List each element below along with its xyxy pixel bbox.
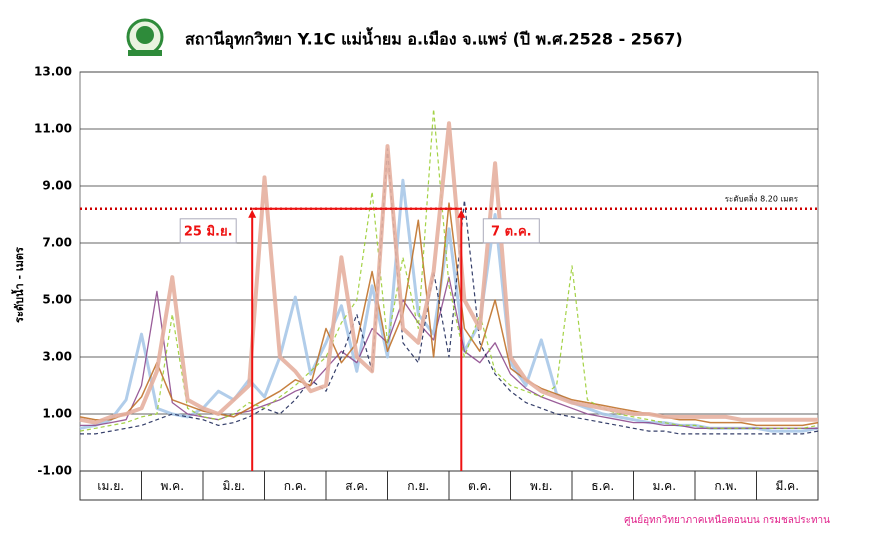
y-tick-label: 5.00 (42, 293, 72, 307)
y-tick-label: 1.00 (42, 407, 72, 421)
y-tick-label: 11.00 (34, 122, 72, 136)
x-tick-label: ก.ค. (284, 479, 307, 493)
series-line (80, 276, 818, 429)
series-line (79, 202, 819, 427)
y-tick-label: 13.00 (34, 65, 72, 79)
annotation-arrow (248, 209, 257, 218)
annotation-box (482, 218, 540, 244)
chart-title: สถานีอุทกวิทยา Y.1C แม่น้ำยม อ.เมือง จ.แ… (185, 27, 683, 50)
annotation-label: 7 ต.ค. (491, 224, 532, 239)
x-tick-label: มี.ค. (775, 479, 799, 493)
annotation-box (179, 218, 237, 244)
y-tick-label: 3.00 (42, 350, 72, 364)
footer: ศูนย์อุทกวิทยาภาคเหนือตอนบน กรมชลประทาน (624, 514, 830, 526)
y-tick-label: 7.00 (42, 236, 72, 250)
x-tick-label: ต.ค. (468, 479, 491, 493)
x-tick-label: ก.พ. (714, 479, 737, 493)
series-line (80, 148, 819, 435)
series-line (79, 108, 819, 432)
annotation-label: 25 มิ.ย. (184, 224, 233, 239)
y-tick-label: -1.00 (37, 464, 72, 478)
series-line (79, 121, 818, 425)
x-tick-label: พ.ย. (530, 479, 553, 493)
x-tick-label: ม.ค. (652, 479, 676, 493)
x-tick-label: ส.ค. (345, 479, 368, 493)
x-tick-label: มิ.ย. (222, 479, 245, 493)
reference-label: ระดับตลิ่ง 8.20 เมตร (725, 192, 799, 203)
x-tick-label: ก.ย. (407, 479, 429, 493)
x-tick-label: ธ.ค. (591, 479, 614, 493)
y-axis-label: ระดับน้ำ - เมตร (11, 247, 26, 323)
annotation-arrow (457, 209, 466, 218)
logo (126, 18, 164, 56)
x-tick-label: พ.ค. (160, 479, 184, 493)
y-tick-label: 9.00 (42, 179, 72, 193)
x-tick-label: เม.ย. (97, 479, 124, 493)
